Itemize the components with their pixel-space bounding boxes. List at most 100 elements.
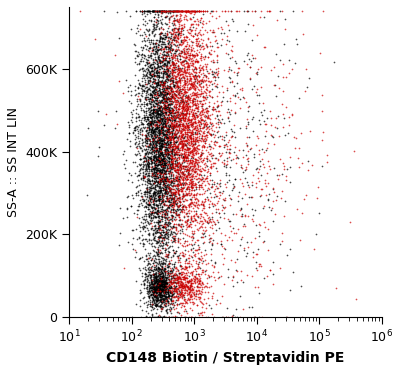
Point: [180, 58, 186, 64]
Point: [146, 121, 153, 127]
Point: [192, 137, 198, 143]
Point: [242, 166, 249, 171]
Point: [153, 230, 159, 236]
Point: [155, 135, 162, 141]
Point: [162, 68, 168, 74]
Point: [153, 109, 160, 115]
Point: [170, 125, 176, 131]
Point: [184, 120, 191, 126]
Point: [168, 298, 174, 304]
Point: [159, 288, 166, 294]
Point: [186, 263, 192, 269]
Point: [166, 140, 173, 146]
Point: [183, 48, 190, 54]
Point: [153, 197, 160, 203]
Point: [155, 219, 161, 225]
Point: [131, 125, 137, 131]
Point: [148, 276, 154, 282]
Point: [167, 133, 174, 139]
Point: [155, 124, 162, 129]
Point: [172, 191, 178, 197]
Point: [150, 37, 156, 43]
Point: [227, 195, 233, 201]
Point: [182, 284, 188, 290]
Point: [143, 170, 149, 176]
Point: [162, 42, 168, 48]
Point: [158, 151, 164, 157]
Point: [163, 44, 170, 50]
Point: [184, 29, 191, 35]
Point: [234, 154, 240, 160]
Point: [136, 126, 143, 132]
Point: [162, 186, 168, 192]
Point: [222, 41, 229, 47]
Point: [151, 8, 158, 14]
Point: [209, 127, 215, 133]
Point: [191, 81, 198, 87]
Point: [144, 255, 151, 261]
Point: [160, 187, 166, 193]
Point: [155, 190, 161, 196]
Point: [162, 110, 169, 116]
Point: [189, 263, 195, 269]
Point: [171, 76, 178, 82]
Point: [158, 170, 164, 176]
Point: [188, 22, 194, 28]
Point: [154, 133, 160, 139]
Point: [152, 293, 158, 299]
Point: [153, 197, 160, 203]
Point: [194, 114, 200, 120]
Point: [203, 73, 210, 79]
Point: [168, 88, 175, 94]
Point: [123, 205, 130, 211]
Point: [166, 96, 173, 102]
Point: [149, 223, 155, 229]
Point: [186, 80, 192, 86]
Point: [174, 280, 181, 286]
Point: [167, 31, 174, 37]
Point: [253, 184, 259, 190]
Point: [163, 86, 170, 92]
Point: [233, 267, 239, 273]
Point: [172, 73, 178, 79]
Point: [194, 122, 200, 128]
Point: [141, 173, 147, 179]
Point: [180, 285, 186, 291]
Point: [159, 157, 166, 163]
Point: [160, 285, 167, 291]
Point: [162, 106, 168, 112]
Point: [166, 29, 172, 35]
Point: [190, 73, 196, 78]
Point: [175, 62, 181, 68]
Point: [168, 100, 174, 106]
Point: [139, 87, 146, 93]
Point: [156, 161, 162, 167]
Point: [183, 155, 189, 161]
Point: [171, 279, 177, 285]
Point: [194, 58, 200, 64]
Point: [184, 73, 190, 79]
Point: [205, 70, 212, 76]
Point: [154, 67, 161, 73]
Point: [153, 292, 159, 298]
Point: [183, 52, 190, 58]
Point: [161, 141, 168, 147]
Point: [152, 237, 158, 243]
Point: [182, 8, 188, 14]
Point: [150, 289, 157, 295]
Point: [153, 286, 159, 292]
Point: [158, 213, 165, 219]
Point: [169, 108, 176, 114]
Point: [158, 138, 165, 144]
Point: [157, 168, 163, 174]
Point: [136, 163, 143, 169]
Point: [183, 131, 189, 137]
Point: [201, 77, 207, 83]
Point: [149, 94, 155, 100]
Point: [152, 110, 159, 116]
Point: [157, 158, 163, 164]
Point: [167, 31, 174, 36]
Point: [198, 309, 205, 315]
Point: [192, 222, 198, 228]
Point: [164, 139, 170, 145]
